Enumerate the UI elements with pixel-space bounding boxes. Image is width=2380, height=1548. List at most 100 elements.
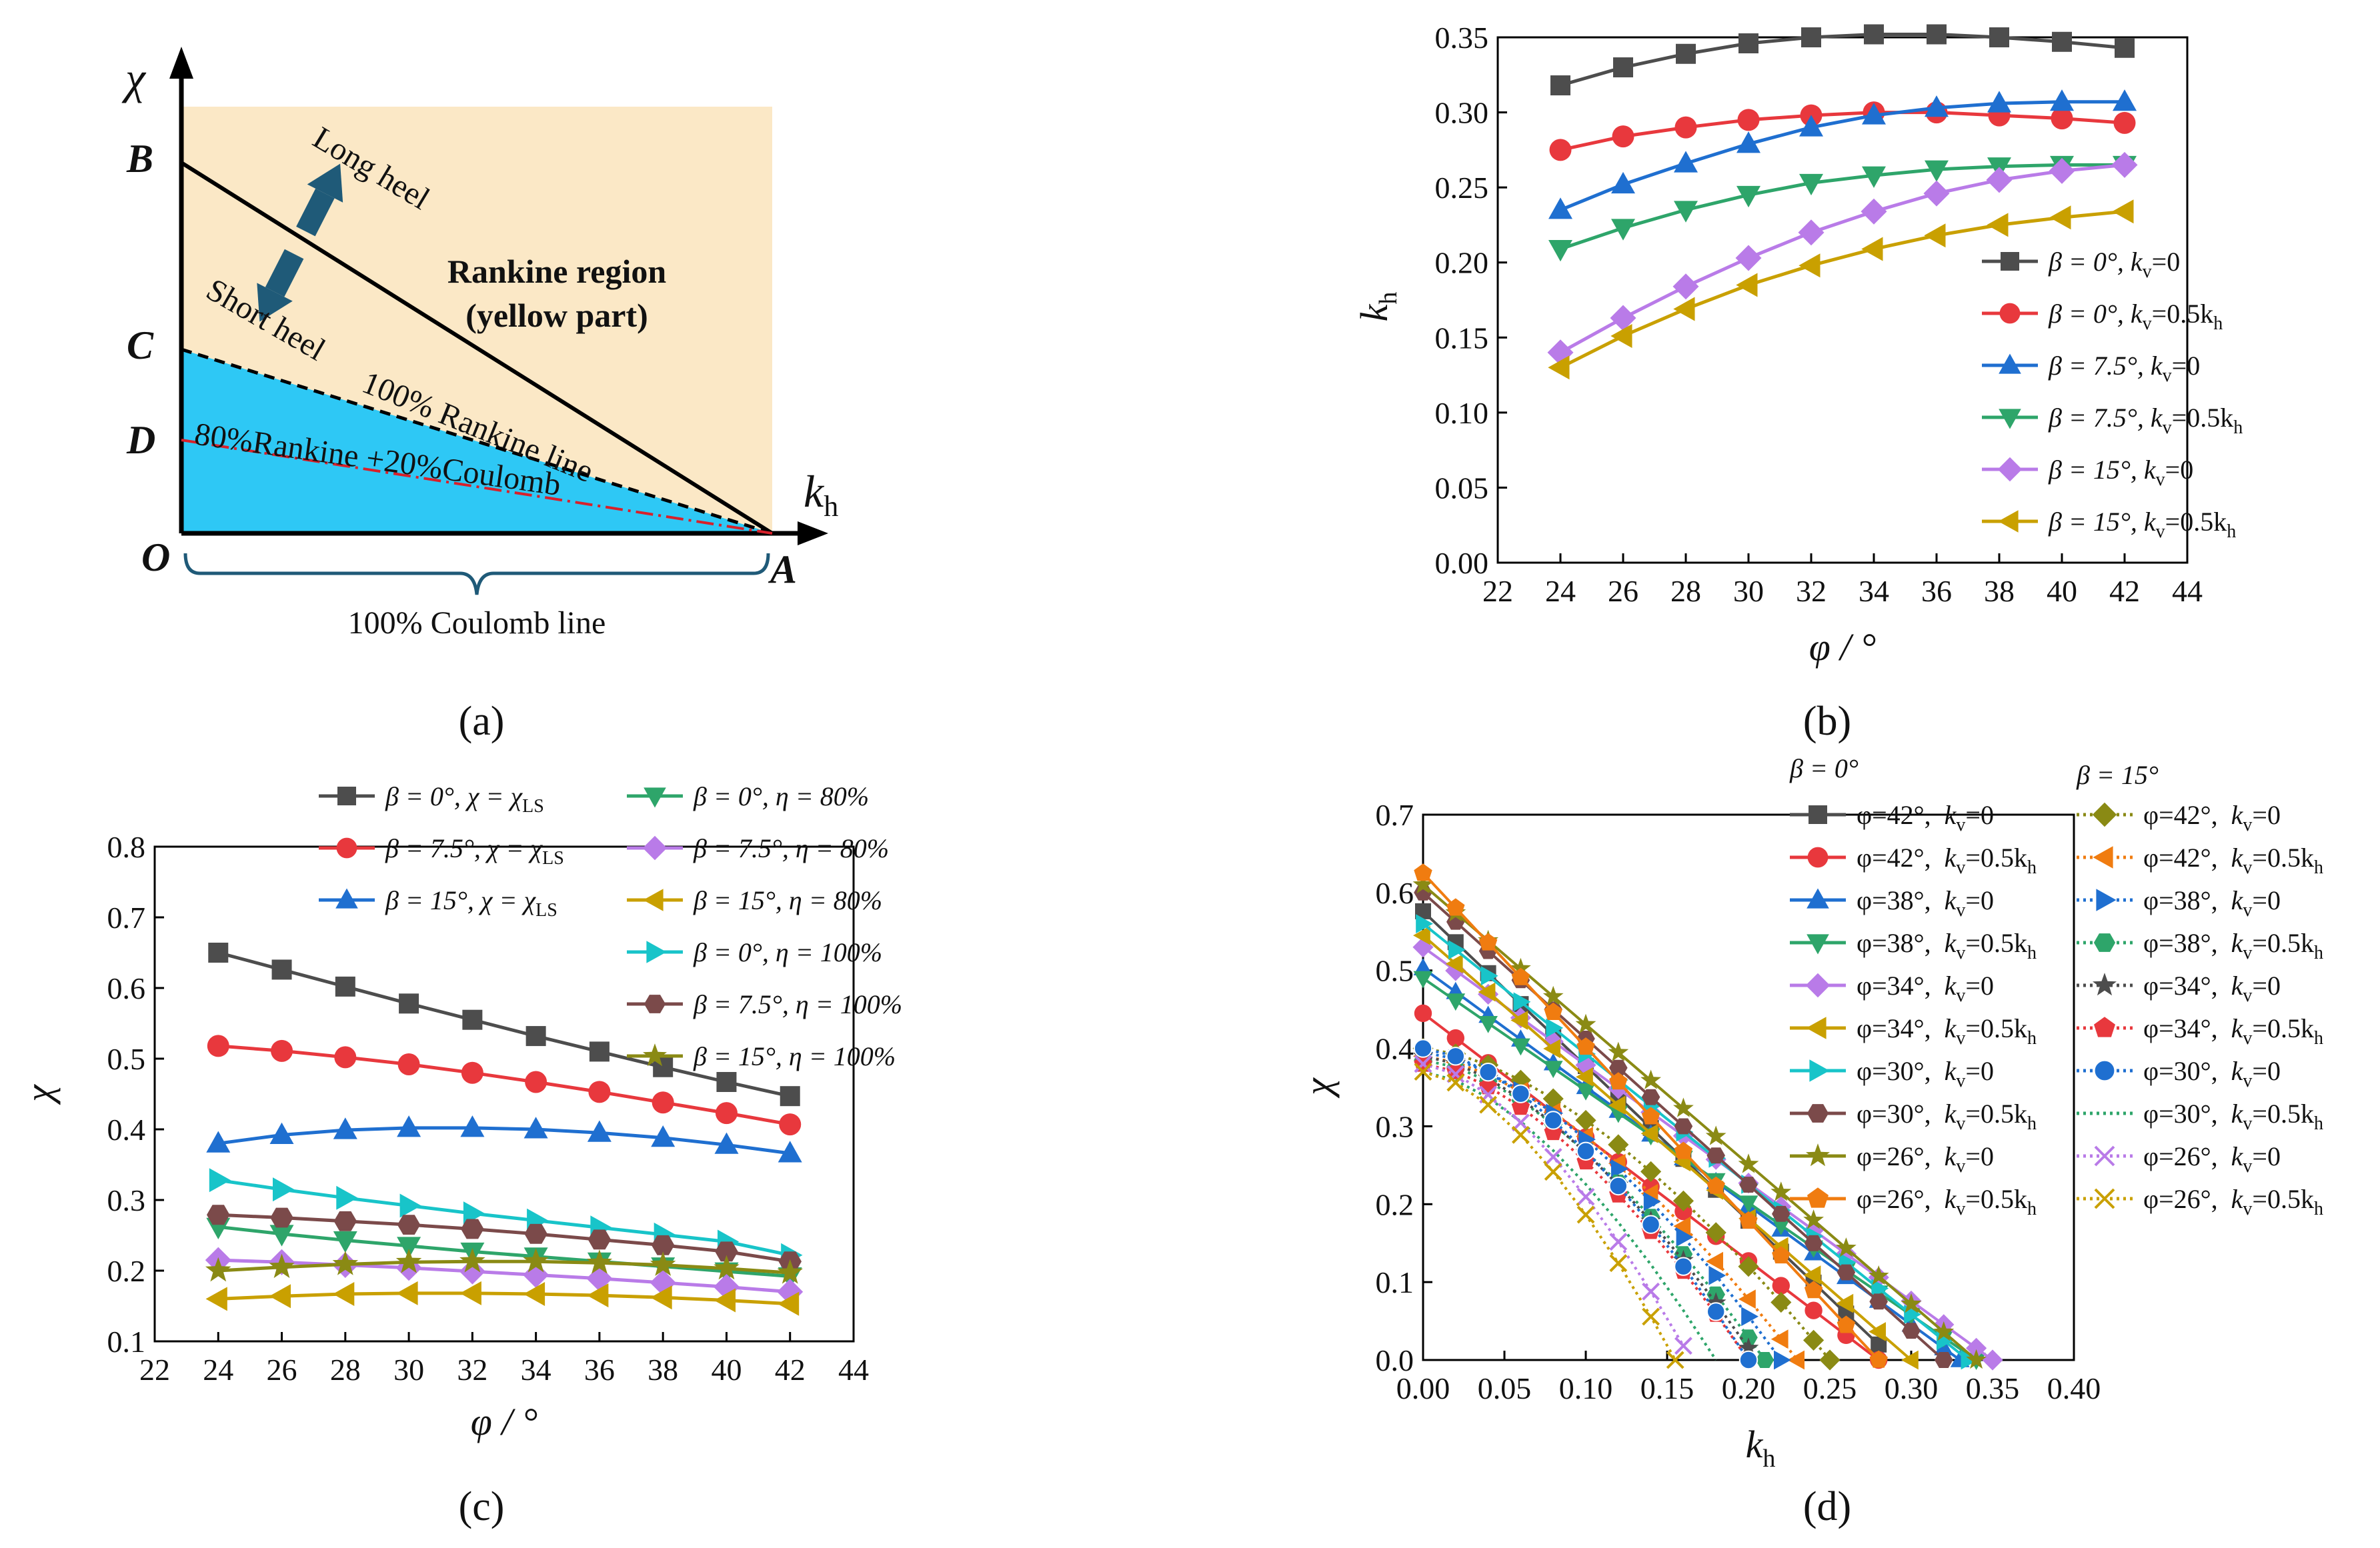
- series-line: [218, 1044, 791, 1127]
- series-line: [218, 1213, 791, 1263]
- legend-text-part: v: [1956, 943, 1965, 963]
- legend-item: β = 15°, η = 80%: [627, 885, 882, 915]
- data-point: [1674, 151, 1698, 173]
- data-point: [1445, 954, 1463, 973]
- x-tick-label: 0.10: [1559, 1371, 1613, 1405]
- legend-text-part: φ=26°,: [2143, 1184, 2231, 1214]
- series-line: [217, 1126, 791, 1155]
- series-line: [218, 1259, 790, 1275]
- point-A-label: A: [768, 547, 797, 591]
- legend-marker: [1805, 973, 1831, 998]
- legend-marker: [1999, 353, 2021, 374]
- x-axis-label: kh: [804, 466, 838, 523]
- data-point: [1511, 967, 1530, 985]
- legend-text-part: β = 0°, η = 80%: [693, 781, 869, 811]
- legend-text-part: φ=30°,: [2143, 1099, 2231, 1129]
- series-1: [207, 1035, 802, 1136]
- data-point: [651, 1125, 676, 1147]
- legend-text-part: =0.5k: [2252, 1099, 2314, 1129]
- data-point: [1772, 1246, 1791, 1264]
- legend-text-part: β = 0°, k: [2048, 247, 2143, 277]
- data-point: [1611, 219, 1635, 241]
- data-point: [523, 1282, 545, 1306]
- data-point: [1987, 213, 2009, 237]
- data-point: [589, 1041, 610, 1062]
- legend-item: β = 15°, kv=0.5kh: [1982, 507, 2236, 542]
- series-5: [1413, 925, 1919, 1370]
- series-19: [1414, 1063, 1684, 1369]
- data-point: [778, 1291, 800, 1316]
- x-tick-label: 0.40: [2047, 1371, 2101, 1405]
- x-tick-label: 0.00: [1396, 1371, 1450, 1405]
- legend-label: β = 7.5°, η = 100%: [693, 989, 902, 1019]
- legend-text-part: φ=26°,: [1857, 1141, 1945, 1171]
- legend-text-part: k: [1945, 928, 1957, 958]
- series-line: [1422, 1055, 1750, 1349]
- series-5: [1548, 199, 2134, 380]
- legend-text-part: φ=34°,: [2143, 1013, 2231, 1043]
- data-point: [1770, 1181, 1792, 1201]
- series-0: [1550, 24, 2135, 96]
- legend-text-part: v: [1956, 900, 1965, 921]
- legend-text-part: =0.5k: [2252, 928, 2314, 958]
- legend-label: φ=30°, kv=0: [2143, 1056, 2281, 1091]
- data-point: [2111, 151, 2138, 178]
- x-tick-label: 32: [457, 1353, 487, 1387]
- data-point: [1544, 1111, 1563, 1130]
- data-point: [1546, 1018, 1564, 1038]
- legend-marker: [1807, 847, 1829, 868]
- data-point: [1446, 898, 1465, 916]
- legend-text-part: k: [2231, 1141, 2244, 1171]
- x-tick-label: 38: [1984, 574, 2015, 608]
- data-point: [1708, 1265, 1726, 1285]
- legend-item: φ=38°, kv=0.5kh: [2077, 928, 2323, 963]
- data-point: [335, 976, 355, 997]
- y-tick-label: 0.8: [107, 830, 146, 864]
- legend-label: φ=30°, kv=0.5kh: [2143, 1099, 2323, 1134]
- data-point: [1706, 1147, 1725, 1164]
- data-point: [1869, 1322, 1886, 1341]
- y-tick-label: 0.5: [1376, 954, 1414, 988]
- data-point: [1412, 874, 1434, 894]
- legend-item: φ=42°, kv=0: [2077, 800, 2281, 835]
- x-tick-label: 26: [1608, 574, 1638, 608]
- legend-item: φ=30°, kv=0: [2077, 1056, 2281, 1091]
- legend-text-part: k: [1945, 885, 1957, 915]
- y-tick-label: 0.7: [107, 901, 146, 935]
- series-line: [218, 1225, 790, 1278]
- data-point: [525, 1026, 546, 1047]
- series-2: [1548, 89, 2137, 219]
- legend-marker: [336, 837, 357, 859]
- data-point: [523, 1248, 549, 1273]
- y-tick-label: 0.10: [1435, 396, 1489, 430]
- legend-text-part: =0.5k: [1965, 1099, 2027, 1129]
- legend-text-part: =0.5k: [1965, 928, 2027, 958]
- data-point: [1608, 1041, 1629, 1061]
- data-point: [1543, 1061, 1563, 1079]
- series-8: [205, 1248, 803, 1284]
- data-point: [1735, 245, 1762, 271]
- legend-text-part: v: [1956, 1199, 1965, 1219]
- series-9: [1414, 863, 1888, 1368]
- data-point: [2051, 107, 2073, 130]
- legend-item: φ=34°, kv=0: [2077, 971, 2281, 1006]
- data-point: [1544, 1002, 1562, 1020]
- x-axis-label: φ / °: [1809, 625, 1876, 669]
- x-axis-label: φ / °: [471, 1400, 537, 1443]
- series-group: [1547, 24, 2138, 380]
- data-point: [1736, 185, 1760, 208]
- legend-label: β = 7.5°, χ = χLS: [385, 833, 564, 869]
- data-point: [523, 1117, 548, 1139]
- legend-text-part: φ=30°,: [2143, 1056, 2231, 1086]
- data-point: [1804, 1235, 1823, 1251]
- legend-label: β = 15°, kv=0.5kh: [2048, 507, 2236, 542]
- legend-marker: [1999, 303, 2021, 324]
- x-tick-label: 28: [1670, 574, 1701, 608]
- legend-text-part: =0.5k: [2172, 403, 2234, 433]
- y-tick-label: 0.15: [1435, 321, 1489, 355]
- series-3: [206, 1217, 802, 1289]
- data-point: [1611, 1159, 1628, 1179]
- data-point: [1613, 57, 1633, 78]
- data-point: [459, 1281, 481, 1305]
- data-point: [1737, 109, 1760, 131]
